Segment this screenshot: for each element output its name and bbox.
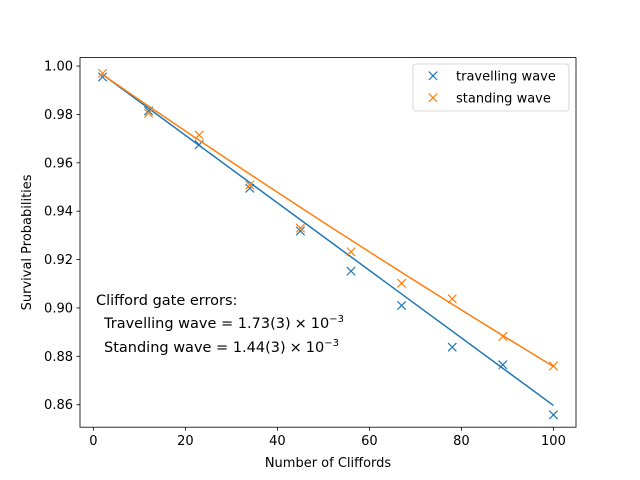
data-point-travelling-wave	[548, 410, 559, 420]
data-point-travelling-wave	[245, 183, 255, 193]
y-tick-label: 0.98	[44, 108, 73, 123]
x-tick-label: 20	[177, 434, 194, 449]
annotation-times-sign: ×	[295, 316, 307, 332]
legend-x-marker	[428, 93, 438, 103]
gate-error-annotation: Clifford gate errors: Travelling wave = …	[96, 293, 344, 356]
annotation-times-sign: ×	[290, 340, 302, 356]
x-axis-label: Number of Cliffords	[265, 456, 392, 471]
data-point-standing-wave	[346, 247, 356, 257]
data-point-travelling-wave	[346, 266, 356, 276]
series-layer	[97, 68, 559, 420]
y-tick-label: 0.94	[44, 205, 73, 220]
x-tick-label: 60	[361, 434, 378, 449]
annotation-standing-value: Standing wave = 1.44(3)	[104, 340, 286, 356]
y-tick-label: 0.96	[44, 156, 73, 171]
y-axis-label: Survival Probabilities	[20, 174, 35, 310]
legend-label-standing-wave: standing wave	[456, 92, 551, 107]
annotation-exponent: −3	[329, 314, 344, 325]
y-tick-label: 0.90	[44, 301, 73, 316]
annotation-power-base: 10	[311, 316, 329, 332]
data-point-travelling-wave	[498, 360, 508, 370]
annotation-travelling-value: Travelling wave = 1.73(3)	[103, 316, 291, 332]
data-point-standing-wave	[295, 223, 306, 233]
data-point-standing-wave	[143, 108, 154, 118]
y-tick-label: 0.86	[44, 398, 73, 413]
y-tick-label: 0.92	[44, 253, 73, 268]
plot-frame	[79, 57, 577, 428]
data-point-travelling-wave	[295, 226, 306, 236]
annotation-power-base: 10	[306, 340, 324, 356]
data-point-standing-wave	[194, 130, 204, 140]
annotation-exponent: −3	[324, 338, 339, 349]
y-tick-label: 1.00	[44, 60, 73, 75]
data-point-travelling-wave	[447, 342, 457, 352]
data-point-travelling-wave	[97, 72, 108, 82]
fit-line-standing-wave	[102, 73, 554, 368]
annotation-travelling-wave: Travelling wave = 1.73(3) × 10−3	[103, 314, 344, 332]
data-point-standing-wave	[447, 294, 457, 304]
legend-marker-travelling-wave	[428, 71, 438, 81]
x-tick-label: 0	[89, 434, 97, 449]
data-point-standing-wave	[548, 361, 559, 371]
data-point-standing-wave	[245, 180, 255, 190]
legend: travelling wave standing wave	[412, 63, 570, 112]
legend-label-travelling-wave: travelling wave	[456, 70, 556, 85]
annotation-heading: Clifford gate errors:	[96, 293, 237, 309]
x-tick-label: 100	[541, 434, 566, 449]
data-point-travelling-wave	[396, 300, 407, 311]
legend-box	[412, 63, 570, 112]
legend-x-marker	[428, 71, 438, 81]
data-point-standing-wave	[97, 68, 108, 78]
fit-line-travelling-wave	[102, 73, 554, 407]
legend-marker-standing-wave	[428, 93, 438, 103]
data-point-standing-wave	[498, 331, 508, 342]
y-tick-label: 0.88	[44, 350, 73, 365]
ticks-layer: 0 20 40 60 80 100 0.86 0.88 0.90 0.92 0.94 0.96 0.98…	[44, 60, 566, 450]
annotation-standing-wave: Standing wave = 1.44(3) × 10−3	[104, 338, 339, 356]
x-tick-label: 40	[269, 434, 286, 449]
x-tick-label: 80	[453, 434, 470, 449]
data-point-standing-wave	[396, 278, 407, 288]
